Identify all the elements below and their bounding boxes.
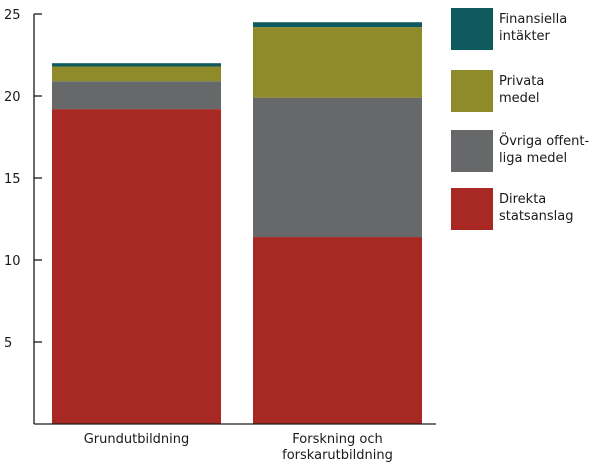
bar-segment xyxy=(52,63,221,67)
y-axis: 5 10 15 20 25 xyxy=(4,8,42,424)
y-tick-label: 10 xyxy=(4,254,21,269)
bar-segment xyxy=(253,97,422,238)
legend-swatch xyxy=(451,188,493,230)
x-category-label: Grundutbildning xyxy=(84,432,190,447)
y-tick-label: 20 xyxy=(4,90,21,105)
y-tick-label: 5 xyxy=(4,336,12,351)
bar-segment xyxy=(253,27,422,98)
x-axis: Grundutbildning Forskning ochforskarutbil… xyxy=(34,423,436,463)
bar-segment xyxy=(52,66,221,82)
x-category-label: forskarutbildning xyxy=(282,448,393,463)
legend-label: medel xyxy=(499,91,540,106)
bar-segment xyxy=(253,22,422,28)
y-tick-label: 25 xyxy=(4,8,21,23)
bars xyxy=(52,22,422,425)
legend-label: Privata xyxy=(499,74,544,89)
y-tick-label: 15 xyxy=(4,172,21,187)
bar-segment xyxy=(52,81,221,110)
legend: Finansiella intäkter Privata medel Övriga of… xyxy=(451,8,589,230)
legend-label: statsanslag xyxy=(499,209,574,224)
legend-label: Direkta xyxy=(499,192,546,207)
bar-segment xyxy=(253,237,422,424)
legend-swatch xyxy=(451,130,493,172)
bar-segment xyxy=(52,109,221,425)
legend-label: Övriga offent- xyxy=(499,132,589,149)
legend-swatch xyxy=(451,70,493,112)
legend-swatch xyxy=(451,8,493,50)
legend-label: Finansiella xyxy=(499,12,567,27)
legend-label: intäkter xyxy=(499,29,551,44)
legend-label: liga medel xyxy=(499,151,567,166)
x-category-label: Forskning och xyxy=(292,432,382,447)
